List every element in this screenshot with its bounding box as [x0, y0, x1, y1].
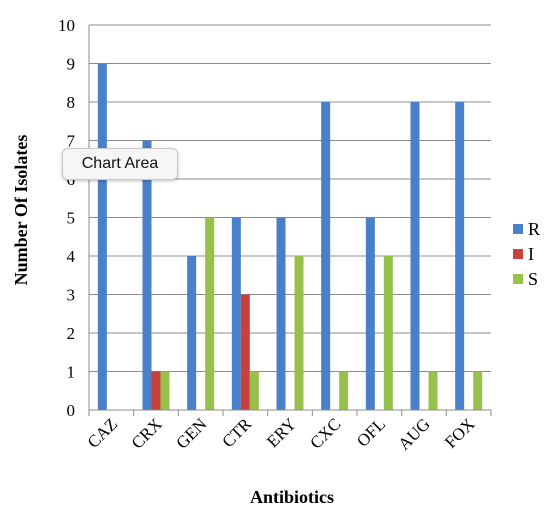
bar-R-OFL [365, 217, 375, 410]
x-tick-labels: CAZ CRX GEN CTR ERY CXC OFL AUG FOX [84, 414, 479, 454]
bar-S-AUG [428, 371, 438, 410]
bar-S-CRX [160, 371, 170, 410]
x-axis-title: Antibiotics [250, 487, 334, 507]
legend-swatch-S [513, 274, 523, 284]
legend-label-S: S [528, 269, 538, 289]
chart-area-tooltip: Chart Area [62, 148, 178, 180]
axes [88, 25, 492, 416]
y-tick-labels: 012345678910 [58, 16, 76, 420]
x-tick-label: FOX [441, 414, 478, 451]
bar-R-ERY [276, 217, 286, 410]
bar-S-CXC [339, 371, 349, 410]
y-tick-label: 2 [67, 324, 76, 343]
x-tick-label: OFL [353, 414, 389, 450]
x-tick-label: CTR [218, 414, 255, 451]
x-tick-label: GEN [172, 414, 210, 452]
bar-S-FOX [473, 371, 483, 410]
legend-swatch-R [513, 224, 523, 234]
x-tick-label: AUG [394, 414, 433, 453]
bar-R-AUG [410, 102, 420, 410]
y-tick-label: 9 [67, 55, 76, 74]
y-tick-label: 10 [58, 16, 75, 35]
x-tick-label: ERY [263, 414, 300, 451]
y-axis-title: Number Of Isolates [11, 135, 31, 286]
bar-R-CRX [142, 140, 152, 410]
x-tick-label: CRX [128, 414, 166, 452]
legend-label-I: I [528, 244, 534, 264]
bar-R-CAZ [97, 63, 107, 410]
bar-I-CRX [151, 371, 161, 410]
y-tick-label: 1 [67, 363, 76, 382]
bar-R-CTR [231, 217, 241, 410]
bar-S-ERY [294, 256, 304, 410]
y-tick-label: 7 [67, 132, 76, 151]
bar-I-CTR [240, 294, 250, 410]
bar-R-CXC [321, 102, 331, 410]
y-tick-label: 4 [67, 247, 76, 266]
x-tick-label: CAZ [84, 414, 121, 451]
bars [97, 63, 483, 410]
y-tick-label: 5 [67, 209, 76, 228]
y-tick-label: 0 [67, 401, 76, 420]
legend: RIS [513, 219, 540, 289]
y-tick-label: 8 [67, 93, 76, 112]
legend-label-R: R [528, 219, 540, 239]
y-tick-label: 3 [67, 286, 76, 305]
bar-S-OFL [383, 256, 393, 410]
x-tick-label: CXC [306, 414, 344, 452]
bar-S-GEN [205, 217, 215, 410]
legend-swatch-I [513, 249, 523, 259]
bar-R-GEN [187, 256, 197, 410]
bar-R-FOX [455, 102, 465, 410]
bar-S-CTR [249, 371, 259, 410]
